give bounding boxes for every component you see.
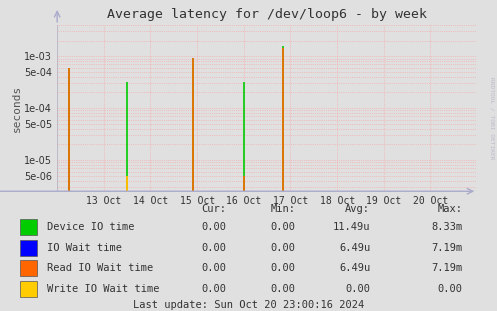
Text: Max:: Max: bbox=[437, 204, 462, 214]
Text: Avg:: Avg: bbox=[345, 204, 370, 214]
Text: 0.00: 0.00 bbox=[201, 284, 226, 294]
Bar bbox=[20, 240, 37, 256]
Y-axis label: seconds: seconds bbox=[11, 85, 21, 132]
Text: 0.00: 0.00 bbox=[271, 284, 296, 294]
Text: Write IO Wait time: Write IO Wait time bbox=[47, 284, 160, 294]
Text: 6.49u: 6.49u bbox=[339, 263, 370, 273]
Bar bbox=[20, 219, 37, 235]
Text: Read IO Wait time: Read IO Wait time bbox=[47, 263, 154, 273]
Text: 0.00: 0.00 bbox=[437, 284, 462, 294]
Text: 8.33m: 8.33m bbox=[431, 222, 462, 232]
Bar bbox=[20, 260, 37, 276]
Text: Min:: Min: bbox=[271, 204, 296, 214]
Text: 0.00: 0.00 bbox=[201, 243, 226, 253]
Text: IO Wait time: IO Wait time bbox=[47, 243, 122, 253]
Text: Last update: Sun Oct 20 23:00:16 2024: Last update: Sun Oct 20 23:00:16 2024 bbox=[133, 300, 364, 310]
Text: RRDTOOL / TOBI OETIKER: RRDTOOL / TOBI OETIKER bbox=[490, 77, 495, 160]
Text: 7.19m: 7.19m bbox=[431, 243, 462, 253]
Text: 0.00: 0.00 bbox=[271, 263, 296, 273]
Text: 0.00: 0.00 bbox=[201, 263, 226, 273]
Title: Average latency for /dev/loop6 - by week: Average latency for /dev/loop6 - by week bbox=[107, 8, 427, 21]
Text: 0.00: 0.00 bbox=[271, 243, 296, 253]
Text: 0.00: 0.00 bbox=[345, 284, 370, 294]
Text: 0.00: 0.00 bbox=[201, 222, 226, 232]
Bar bbox=[20, 281, 37, 297]
Text: 0.00: 0.00 bbox=[271, 222, 296, 232]
Text: 6.49u: 6.49u bbox=[339, 243, 370, 253]
Text: Device IO time: Device IO time bbox=[47, 222, 135, 232]
Text: Cur:: Cur: bbox=[201, 204, 226, 214]
Text: 11.49u: 11.49u bbox=[333, 222, 370, 232]
Text: 7.19m: 7.19m bbox=[431, 263, 462, 273]
